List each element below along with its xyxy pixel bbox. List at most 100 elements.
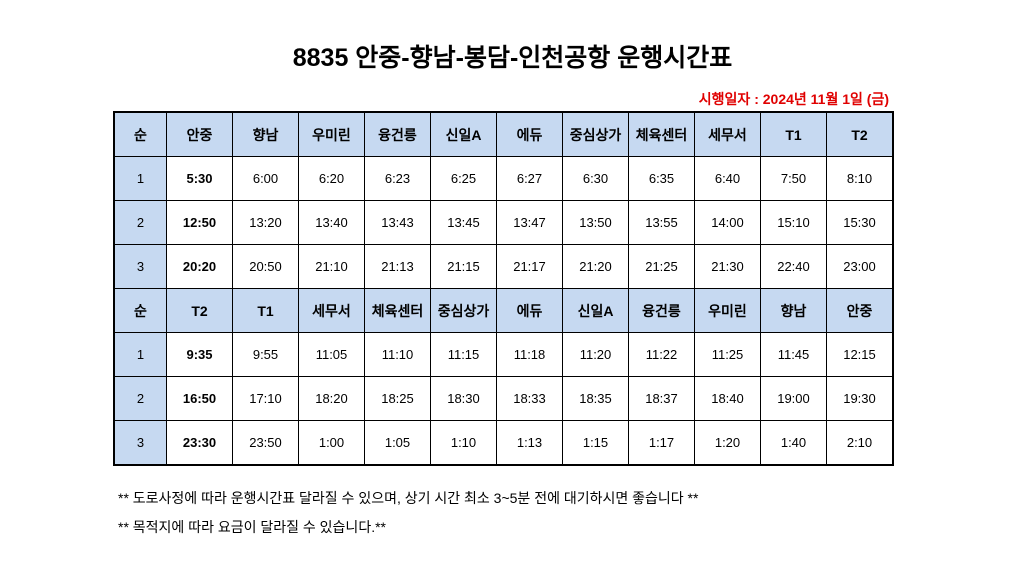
time-cell: 13:40 xyxy=(298,200,365,245)
time-cell: 11:20 xyxy=(562,332,629,377)
header-cell: 세무서 xyxy=(694,111,761,157)
time-cell: 21:10 xyxy=(298,244,365,289)
time-cell: 6:25 xyxy=(430,156,497,201)
header-cell: 순 xyxy=(113,288,167,333)
table-row: 3 20:20 20:50 21:10 21:13 21:15 21:17 21:20 21:2… xyxy=(113,244,894,289)
table-row: 2 12:50 13:20 13:40 13:43 13:45 13:47 13:50 13:5… xyxy=(113,200,894,245)
time-cell: 1:13 xyxy=(496,420,563,466)
time-cell: 13:45 xyxy=(430,200,497,245)
header-cell: 체육센터 xyxy=(364,288,431,333)
header-cell: 안중 xyxy=(826,288,894,333)
header-cell: 중심상가 xyxy=(562,111,629,157)
time-cell: 2 xyxy=(113,200,167,245)
time-cell: 23:00 xyxy=(826,244,894,289)
header-cell: 신일A xyxy=(562,288,629,333)
time-cell: 2 xyxy=(113,376,167,421)
effective-date: 시행일자 : 2024년 11월 1일 (금) xyxy=(698,91,889,107)
time-cell: 5:30 xyxy=(166,156,233,201)
time-cell: 19:30 xyxy=(826,376,894,421)
title: 8835 안중-향남-봉담-인천공항 운행시간표 xyxy=(292,44,733,72)
time-cell: 18:33 xyxy=(496,376,563,421)
header-cell: 융건릉 xyxy=(364,111,431,157)
time-cell: 7:50 xyxy=(760,156,827,201)
time-cell: 21:25 xyxy=(628,244,695,289)
time-cell: 11:05 xyxy=(298,332,365,377)
header-cell: 중심상가 xyxy=(430,288,497,333)
time-cell: 1:40 xyxy=(760,420,827,466)
header-cell: 체육센터 xyxy=(628,111,695,157)
table-row: 3 23:30 23:50 1:00 1:05 1:10 1:13 1:15 1:17 1:20 1… xyxy=(113,420,894,466)
time-cell: 1:15 xyxy=(562,420,629,466)
time-cell: 9:55 xyxy=(232,332,299,377)
header-row: 순 T2 T1 세무서 체육센터 중심상가 에듀 신일A 융건릉 우미린 향남 안중 xyxy=(113,288,894,333)
time-cell: 12:50 xyxy=(166,200,233,245)
time-cell: 12:15 xyxy=(826,332,894,377)
time-cell: 18:20 xyxy=(298,376,365,421)
time-cell: 11:15 xyxy=(430,332,497,377)
time-cell: 21:15 xyxy=(430,244,497,289)
time-cell: 13:47 xyxy=(496,200,563,245)
time-cell: 6:23 xyxy=(364,156,431,201)
time-cell: 18:35 xyxy=(562,376,629,421)
header-cell: T2 xyxy=(166,288,233,333)
time-cell: 6:30 xyxy=(562,156,629,201)
header-cell: 세무서 xyxy=(298,288,365,333)
header-cell: 안중 xyxy=(166,111,233,157)
time-cell: 20:50 xyxy=(232,244,299,289)
time-cell: 1:05 xyxy=(364,420,431,466)
header-cell: 에듀 xyxy=(496,111,563,157)
time-cell: 13:20 xyxy=(232,200,299,245)
header-cell: 향남 xyxy=(760,288,827,333)
header-cell: 우미린 xyxy=(298,111,365,157)
time-cell: 23:30 xyxy=(166,420,233,466)
time-cell: 14:00 xyxy=(694,200,761,245)
time-cell: 6:40 xyxy=(694,156,761,201)
time-cell: 20:20 xyxy=(166,244,233,289)
timetable: 순 안중 향남 우미린 융건릉 신일A 에듀 중심상가 체육센터 세무서 T1 T2 1 5:30 6:00… xyxy=(113,111,894,466)
time-cell: 21:17 xyxy=(496,244,563,289)
header-cell: 에듀 xyxy=(496,288,563,333)
time-cell: 18:40 xyxy=(694,376,761,421)
time-cell: 1:20 xyxy=(694,420,761,466)
time-cell: 21:20 xyxy=(562,244,629,289)
table-row: 1 5:30 6:00 6:20 6:23 6:25 6:27 6:30 6:35 6:40 7:5… xyxy=(113,156,894,201)
time-cell: 6:00 xyxy=(232,156,299,201)
time-cell: 16:50 xyxy=(166,376,233,421)
time-cell: 6:27 xyxy=(496,156,563,201)
time-cell: 11:45 xyxy=(760,332,827,377)
time-cell: 11:10 xyxy=(364,332,431,377)
time-cell: 1:10 xyxy=(430,420,497,466)
time-cell: 18:25 xyxy=(364,376,431,421)
header-cell: 융건릉 xyxy=(628,288,695,333)
time-cell: 1:17 xyxy=(628,420,695,466)
table-row: 2 16:50 17:10 18:20 18:25 18:30 18:33 18:35 18:3… xyxy=(113,376,894,421)
time-cell: 6:20 xyxy=(298,156,365,201)
time-cell: 17:10 xyxy=(232,376,299,421)
time-cell: 21:13 xyxy=(364,244,431,289)
time-cell: 11:22 xyxy=(628,332,695,377)
note: ** 도로사정에 따라 운행시간표 달라질 수 있으며, 상기 시간 최소 3~… xyxy=(118,490,699,506)
header-cell: T2 xyxy=(826,111,894,157)
time-cell: 1:00 xyxy=(298,420,365,466)
time-cell: 3 xyxy=(113,420,167,466)
header-cell: 순 xyxy=(113,111,167,157)
time-cell: 1 xyxy=(113,332,167,377)
time-cell: 15:10 xyxy=(760,200,827,245)
note: ** 목적지에 따라 요금이 달라질 수 있습니다.** xyxy=(118,519,386,535)
time-cell: 19:00 xyxy=(760,376,827,421)
time-cell: 13:50 xyxy=(562,200,629,245)
time-cell: 6:35 xyxy=(628,156,695,201)
header-cell: 우미린 xyxy=(694,288,761,333)
header-row: 순 안중 향남 우미린 융건릉 신일A 에듀 중심상가 체육센터 세무서 T1 T2 xyxy=(113,111,894,157)
time-cell: 9:35 xyxy=(166,332,233,377)
time-cell: 18:37 xyxy=(628,376,695,421)
time-cell: 11:18 xyxy=(496,332,563,377)
time-cell: 3 xyxy=(113,244,167,289)
time-cell: 11:25 xyxy=(694,332,761,377)
time-cell: 13:43 xyxy=(364,200,431,245)
time-cell: 18:30 xyxy=(430,376,497,421)
time-cell: 2:10 xyxy=(826,420,894,466)
header-cell: T1 xyxy=(760,111,827,157)
time-cell: 8:10 xyxy=(826,156,894,201)
